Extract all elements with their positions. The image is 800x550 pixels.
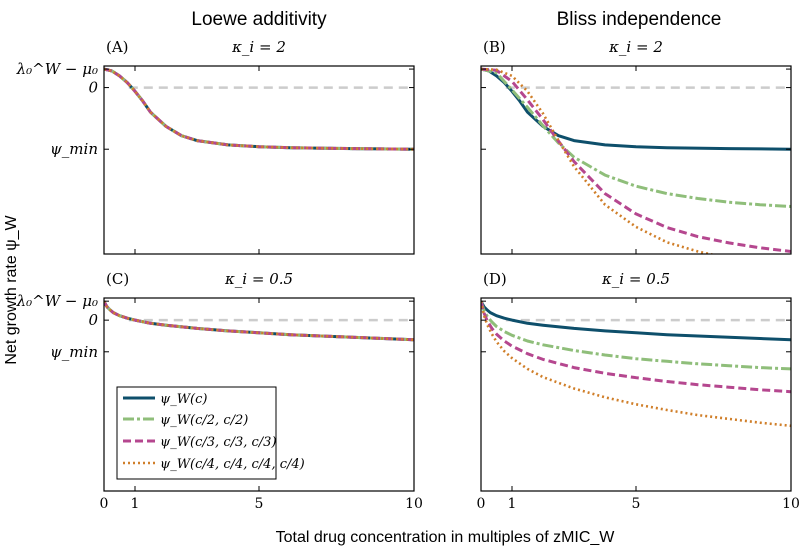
x-tick-label: 1	[131, 496, 140, 512]
y-tick-label: ψ_min	[50, 140, 98, 158]
series-group	[481, 300, 791, 428]
legend-label: ψ_W(c/4, c/4, c/4, c/4)	[160, 457, 305, 472]
panel-d: 0 1 5 10 (D) κ_i = 0.5	[477, 270, 800, 512]
panel-title: κ_i = 2	[231, 38, 286, 56]
panel-label: (A)	[106, 38, 129, 56]
series-line-dotted	[104, 300, 414, 342]
plot-frame	[480, 297, 792, 492]
legend-label: ψ_W(c/3, c/3, c/3)	[160, 435, 277, 450]
panel-label: (B)	[483, 38, 506, 56]
x-tick-label: 5	[632, 496, 641, 512]
series-line-dashed	[104, 67, 414, 151]
y-tick-label: ψ_min	[50, 343, 98, 361]
series-line-dashed	[481, 300, 791, 394]
x-tick-label: 10	[782, 496, 800, 512]
y-tick-label: λ₀^W − μ₀	[16, 60, 98, 78]
x-tick-label: 1	[508, 496, 517, 512]
series-line-solid	[481, 300, 791, 342]
series-line-dotted	[481, 67, 716, 254]
panel-title: κ_i = 0.5	[601, 270, 670, 288]
legend-label: ψ_W(c/2, c/2)	[160, 413, 248, 428]
series-line-solid	[104, 67, 414, 151]
series-line-dashdot	[104, 67, 414, 151]
series-group	[104, 67, 414, 151]
x-tick-label: 0	[100, 496, 109, 512]
series-group	[104, 300, 414, 342]
y-axis-label: Net growth rate ψ_W	[3, 214, 20, 364]
panel-label: (C)	[106, 270, 129, 288]
legend-label: ψ_W(c)	[160, 392, 207, 407]
series-line-dotted	[104, 67, 414, 151]
legend: ψ_W(c) ψ_W(c/2, c/2) ψ_W(c/3, c/3, c/3) …	[116, 386, 305, 480]
panel-title: κ_i = 2	[608, 38, 663, 56]
x-tick-label: 5	[255, 496, 264, 512]
plot-frame	[480, 65, 792, 255]
y-tick-label: 0	[88, 79, 98, 97]
x-tick-label: 10	[405, 496, 423, 512]
y-tick-label: 0	[88, 311, 98, 329]
series-group	[481, 67, 791, 254]
column-title-loewe: Loewe additivity	[191, 9, 327, 30]
series-line-dashed	[481, 67, 791, 253]
panel-label: (D)	[483, 270, 507, 288]
y-tick-label: λ₀^W − μ₀	[16, 292, 98, 310]
series-line-dashdot	[481, 300, 791, 371]
panel-title: κ_i = 0.5	[224, 270, 293, 288]
column-title-bliss: Bliss independence	[557, 9, 722, 30]
x-tick-label: 0	[477, 496, 486, 512]
plot-frame	[103, 65, 415, 255]
panel-b: (B) κ_i = 2	[480, 38, 792, 255]
panel-a: λ₀^W − μ₀0 ψ_min (A) κ_i = 2	[16, 38, 415, 255]
x-axis-label: Total drug concentration in multiples of…	[276, 529, 616, 546]
series-line-dashdot	[481, 67, 791, 208]
